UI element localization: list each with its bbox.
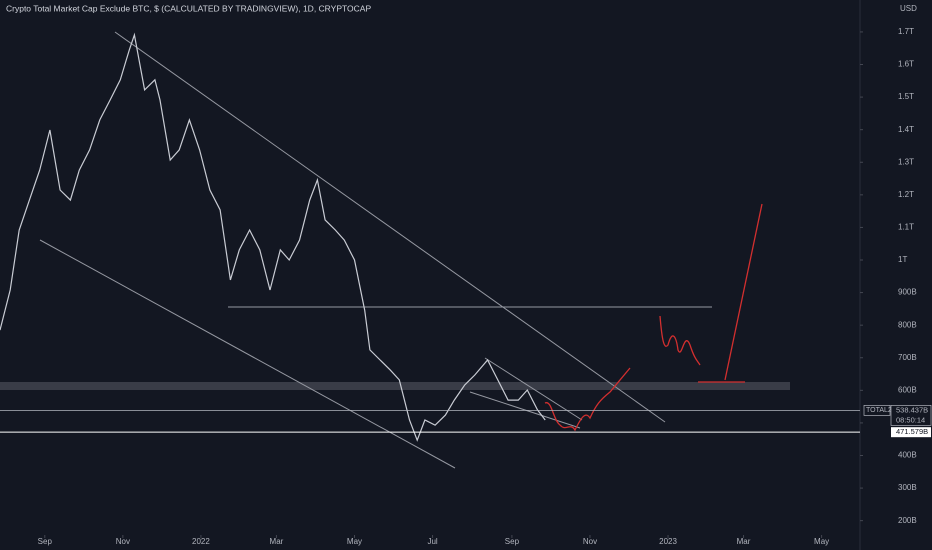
x-tick-label: 2023 <box>659 537 677 546</box>
trend-line <box>114 31 666 423</box>
countdown-label: 08:50:14 <box>896 415 925 424</box>
y-tick-label: 1.5T <box>898 92 914 101</box>
y-tick-label: 1.4T <box>898 125 914 134</box>
y-tick-label: 800B <box>898 320 917 329</box>
projection <box>724 203 763 381</box>
y-tick-label: 900B <box>898 288 917 297</box>
x-tick-label: May <box>814 537 829 546</box>
y-tick-label: 700B <box>898 353 917 362</box>
trend-line <box>484 357 583 421</box>
support-price-label: 471.579B <box>896 427 928 436</box>
y-tick-label: 1.6T <box>898 60 914 69</box>
y-tick-label: 300B <box>898 483 917 492</box>
price-line <box>0 32 546 442</box>
y-tick-label: 1.1T <box>898 223 914 232</box>
support-price-box <box>891 427 931 438</box>
x-tick-label: Nov <box>116 537 130 546</box>
x-tick-label: Nov <box>583 537 597 546</box>
x-tick-label: Jul <box>427 537 437 546</box>
y-tick-label: 1T <box>898 255 907 264</box>
x-tick-label: Mar <box>270 537 284 546</box>
projection <box>659 315 701 366</box>
last-price-label: 538.437B <box>896 405 928 414</box>
symbol-label: TOTAL2 <box>866 407 892 414</box>
projection <box>544 367 631 432</box>
x-tick-label: 2022 <box>192 537 210 546</box>
y-tick-label: 600B <box>898 385 917 394</box>
y-tick-label: 1.2T <box>898 190 914 199</box>
trend-line <box>39 239 456 469</box>
y-tick-label: 200B <box>898 516 917 525</box>
chart-title: Crypto Total Market Cap Exclude BTC, $ (… <box>6 3 371 13</box>
last-price-box <box>890 405 932 426</box>
x-tick-label: Mar <box>737 537 751 546</box>
x-tick-label: May <box>347 537 362 546</box>
symbol-box <box>863 405 891 416</box>
zone <box>0 382 790 390</box>
hand-drawings <box>544 203 763 432</box>
x-tick-label: Sep <box>38 537 53 546</box>
y-tick-label: 1.7T <box>898 27 914 36</box>
x-tick-label: Sep <box>505 537 520 546</box>
y-tick-label: 400B <box>898 451 917 460</box>
y-tick-label: 1.3T <box>898 157 914 166</box>
y-unit: USD <box>900 4 917 13</box>
